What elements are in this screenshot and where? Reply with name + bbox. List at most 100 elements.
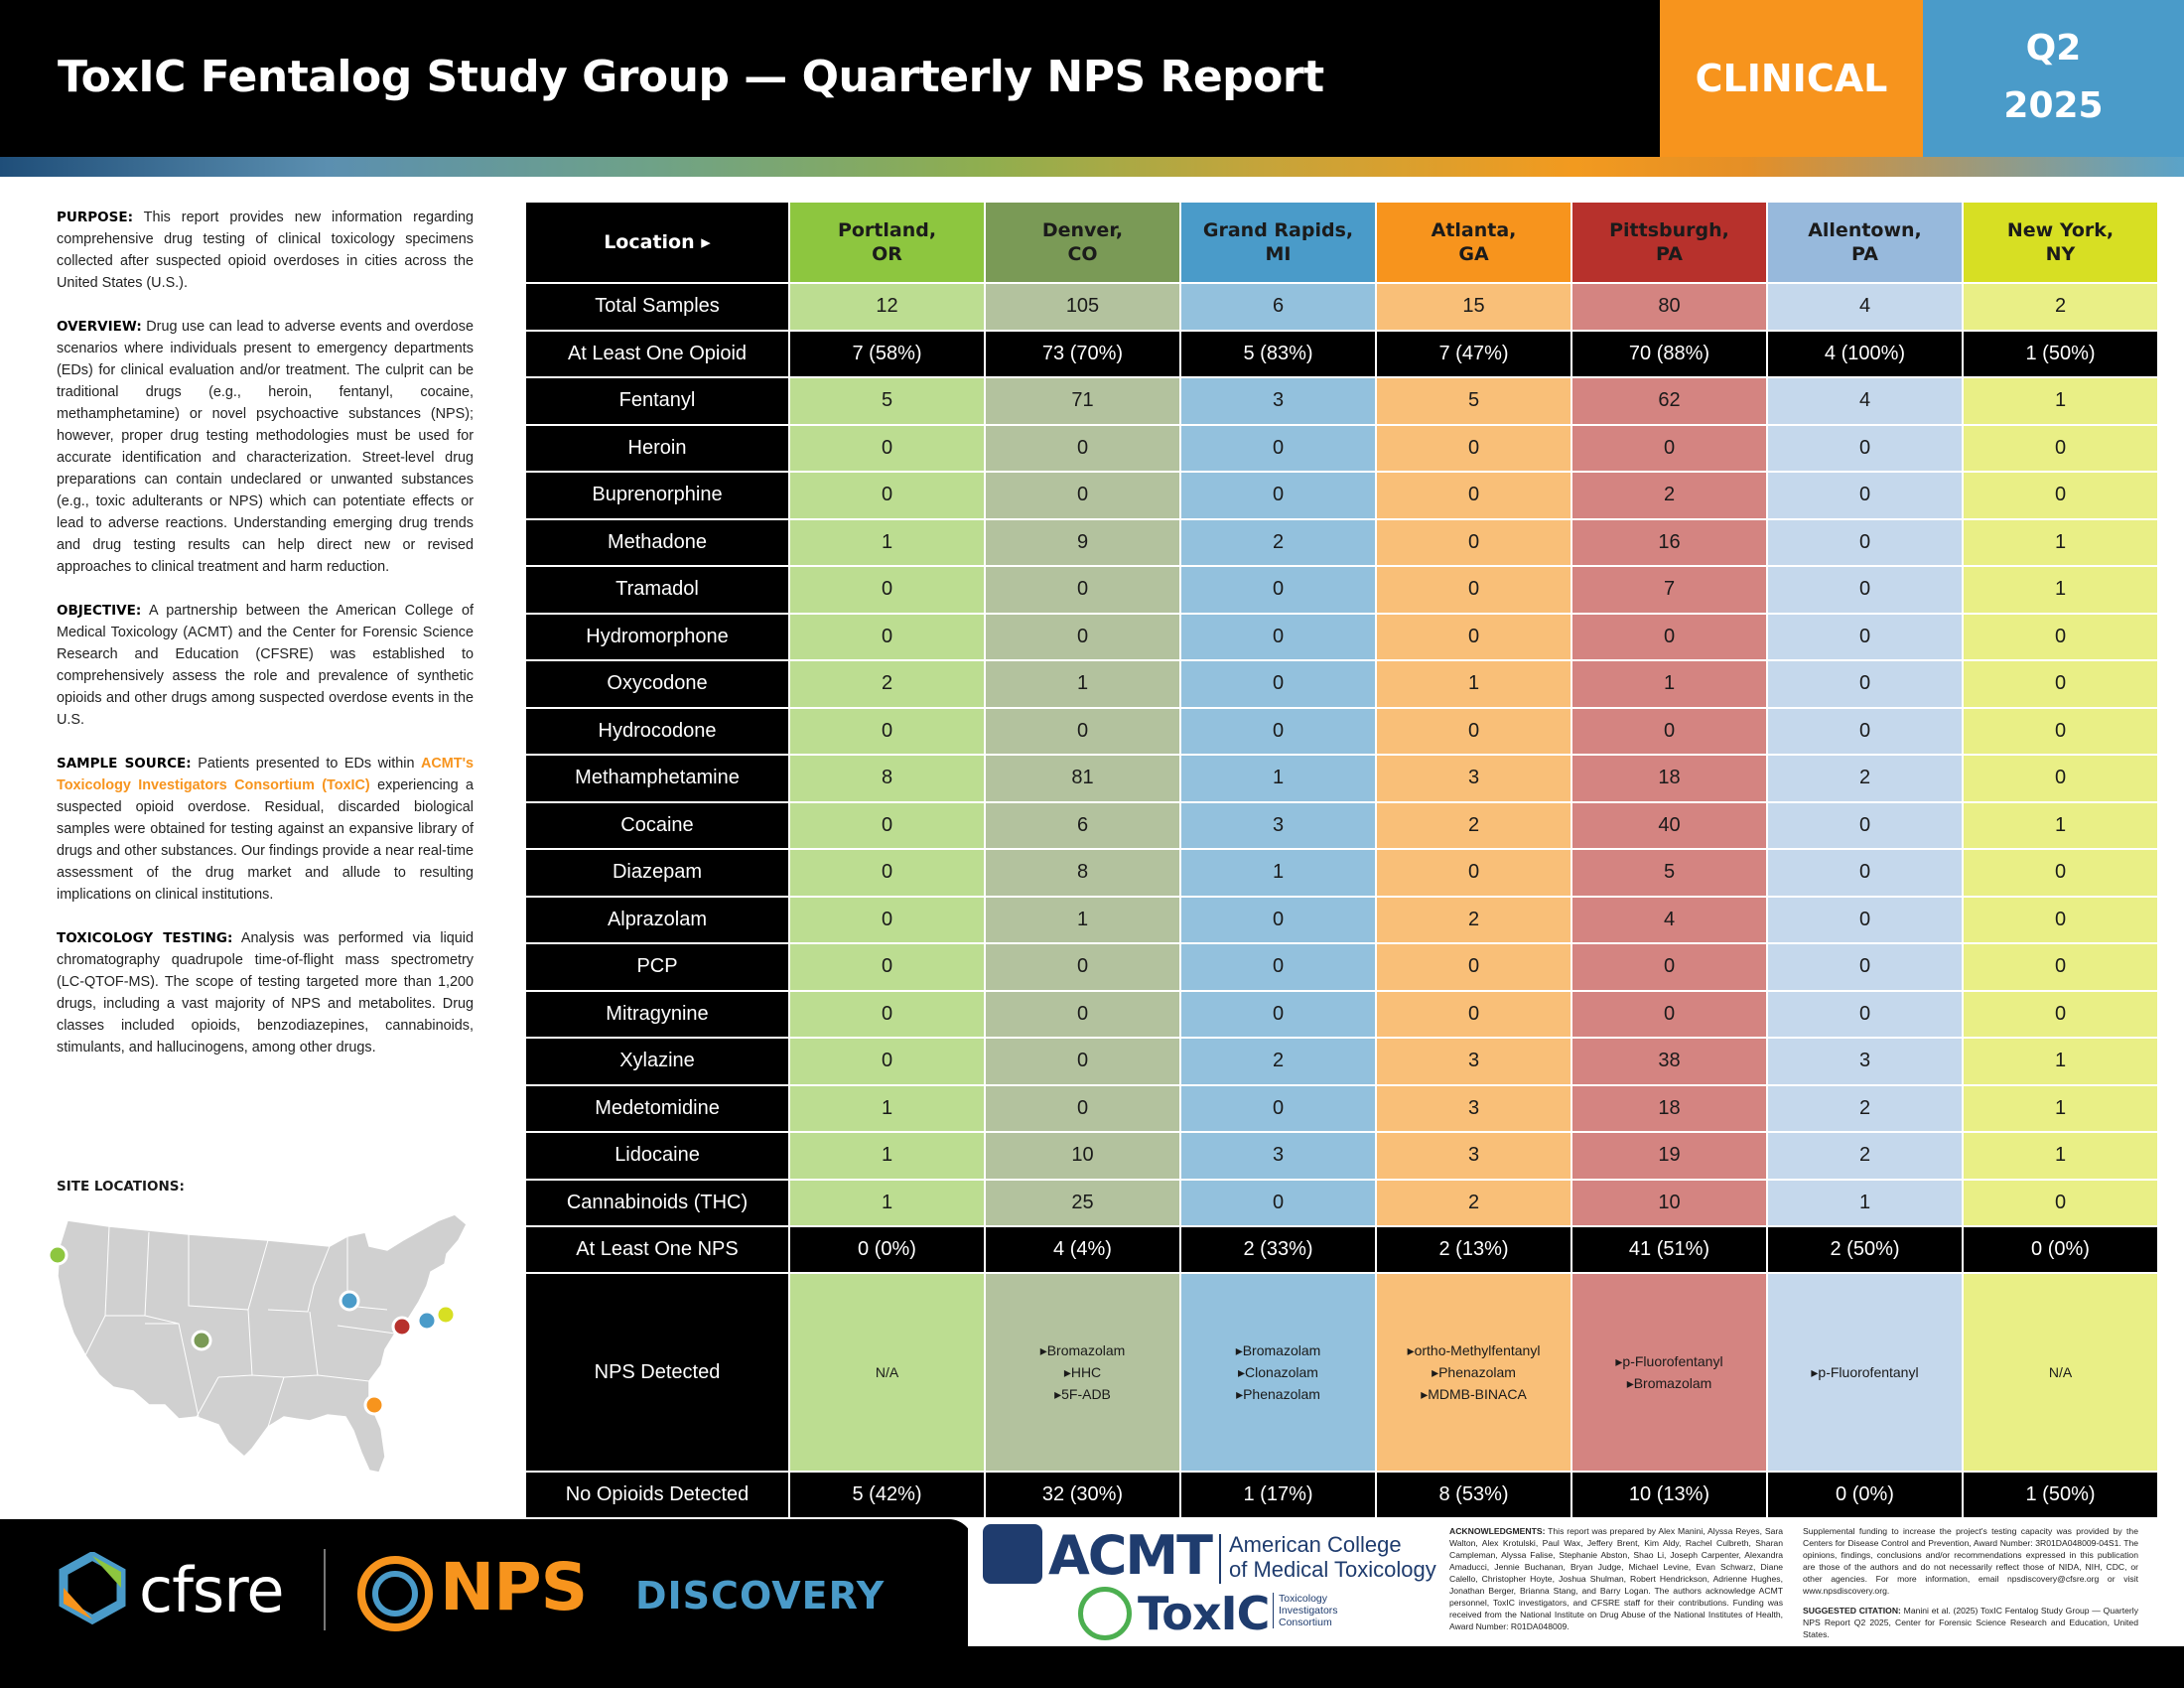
table-cell: 0 xyxy=(1377,473,1570,518)
table-cell: 16 xyxy=(1572,519,1766,565)
acmt-caduceus-icon xyxy=(983,1524,1042,1584)
nps-detected-cell: ▸ortho-Methylfentanyl ▸Phenazolam ▸MDMB-BI… xyxy=(1377,1274,1570,1471)
nps-compound: ▸Bromazolam xyxy=(1626,1375,1712,1391)
table-cell: 70 (88%) xyxy=(1572,331,1766,376)
table-cell: 1 xyxy=(1768,1180,1962,1225)
us-map-shape xyxy=(57,1213,468,1474)
location-header-6: New York, NY xyxy=(1964,203,2157,282)
table-cell: 0 xyxy=(1768,614,1962,659)
table-cell: 3 xyxy=(1181,1133,1375,1179)
table-cell: 1 xyxy=(790,519,984,565)
table-cell: 0 xyxy=(1377,850,1570,896)
purpose-text: This report provides new information reg… xyxy=(57,210,474,291)
testing-paragraph: TOXICOLOGY TESTING: Analysis was perform… xyxy=(57,927,474,1058)
pittsburgh-marker xyxy=(391,1316,413,1337)
row-label: Total Samples xyxy=(526,284,788,330)
discovery-wordmark: DISCOVERY xyxy=(635,1574,886,1618)
table-cell: 6 xyxy=(1181,284,1375,330)
table-cell: 0 (0%) xyxy=(790,1227,984,1272)
table-cell: 0 xyxy=(790,897,984,942)
cfsre-wordmark: cfsre xyxy=(139,1554,284,1626)
table-cell: 18 xyxy=(1572,1085,1766,1131)
footer-info-panel xyxy=(968,1519,2184,1646)
nps-compound: ▸HHC xyxy=(1063,1364,1102,1380)
row-label: Diazepam xyxy=(526,850,788,896)
table-cell: 40 xyxy=(1572,802,1766,848)
toxic-sub-3: Consortium xyxy=(1279,1617,1332,1628)
table-cell: 3 xyxy=(1181,802,1375,848)
quarter-label: Q2 xyxy=(2025,28,2082,69)
location-city: Pittsburgh, xyxy=(1609,219,1729,241)
table-cell: 15 xyxy=(1377,284,1570,330)
table-cell: 3 xyxy=(1377,756,1570,801)
location-city: Portland, xyxy=(837,219,937,241)
location-state: PA xyxy=(1656,243,1683,265)
location-state: OR xyxy=(872,243,902,265)
table-cell: 0 xyxy=(1964,473,2157,518)
table-cell: 2 xyxy=(1377,802,1570,848)
atlanta-marker xyxy=(363,1394,385,1416)
table-cell: 4 xyxy=(1768,378,1962,424)
table-cell: 73 (70%) xyxy=(986,331,1179,376)
table-cell: 1 xyxy=(1964,519,2157,565)
table-cell: 2 xyxy=(1768,1085,1962,1131)
row-label: Buprenorphine xyxy=(526,473,788,518)
table-cell: 10 xyxy=(986,1133,1179,1179)
table-cell: 1 (50%) xyxy=(1964,1473,2157,1517)
table-cell: 0 xyxy=(1181,661,1375,707)
table-cell: 9 xyxy=(986,519,1179,565)
table-cell: 0 xyxy=(1181,614,1375,659)
table-cell: 7 xyxy=(1572,567,1766,613)
table-cell: 0 xyxy=(1181,944,1375,990)
row-label: Hydrocodone xyxy=(526,708,788,754)
table-cell: 0 xyxy=(1572,944,1766,990)
table-cell: 7 (58%) xyxy=(790,331,984,376)
row-label: Hydromorphone xyxy=(526,614,788,659)
table-cell: 0 xyxy=(1768,991,1962,1037)
grand-rapids-marker xyxy=(339,1290,360,1312)
table-cell: 0 xyxy=(1181,708,1375,754)
row-label: Methadone xyxy=(526,519,788,565)
table-cell: 1 xyxy=(1964,802,2157,848)
location-state: CO xyxy=(1067,243,1098,265)
footer-logo-panel xyxy=(0,1519,973,1688)
table-cell: 1 xyxy=(790,1085,984,1131)
testing-text: Analysis was performed via liquid chroma… xyxy=(57,930,474,1055)
nps-compound: ▸5F-ADB xyxy=(1054,1386,1111,1402)
table-cell: 0 xyxy=(986,425,1179,471)
table-cell: 62 xyxy=(1572,378,1766,424)
nps-compound: ▸p-Fluorofentanyl xyxy=(1811,1364,1919,1380)
toxic-subtitle: Toxicology Investigators Consortium xyxy=(1273,1593,1338,1628)
toxic-consortium-link[interactable]: ACMT's Toxicology Investigators Consorti… xyxy=(57,756,475,793)
quarter-badge: Q2 2025 xyxy=(1923,0,2184,157)
table-cell: 10 (13%) xyxy=(1572,1473,1766,1517)
table-cell: 3 xyxy=(1377,1085,1570,1131)
table-cell: 0 xyxy=(1964,425,2157,471)
acmt-name-line-2: of Medical Toxicology xyxy=(1229,1557,1436,1582)
table-cell: 0 xyxy=(1768,473,1962,518)
table-cell: 0 xyxy=(790,944,984,990)
table-cell: 0 xyxy=(1768,567,1962,613)
gradient-stripe xyxy=(0,157,2184,177)
table-cell: 2 xyxy=(1181,519,1375,565)
table-cell: 0 xyxy=(1572,425,1766,471)
table-cell: 18 xyxy=(1572,756,1766,801)
table-cell: 0 xyxy=(1181,473,1375,518)
row-label: NPS Detected xyxy=(526,1274,788,1471)
table-cell: 1 xyxy=(1964,1085,2157,1131)
table-cell: 4 xyxy=(1768,284,1962,330)
table-cell: 0 xyxy=(790,1039,984,1084)
table-cell: 0 xyxy=(1181,425,1375,471)
row-label: No Opioids Detected xyxy=(526,1473,788,1517)
table-cell: 1 xyxy=(1964,567,2157,613)
location-city: Atlanta, xyxy=(1431,219,1517,241)
location-header-4: Pittsburgh, PA xyxy=(1572,203,1766,282)
sample-label: SAMPLE SOURCE: xyxy=(57,756,192,772)
funding-and-citation: Supplemental funding to increase the pro… xyxy=(1803,1525,2138,1640)
table-cell: 0 xyxy=(790,473,984,518)
table-cell: 0 xyxy=(1768,850,1962,896)
table-cell: 0 xyxy=(790,425,984,471)
table-cell: 0 xyxy=(1377,708,1570,754)
acmt-full-name: American College of Medical Toxicology xyxy=(1229,1532,1436,1582)
table-cell: 0 xyxy=(1377,614,1570,659)
